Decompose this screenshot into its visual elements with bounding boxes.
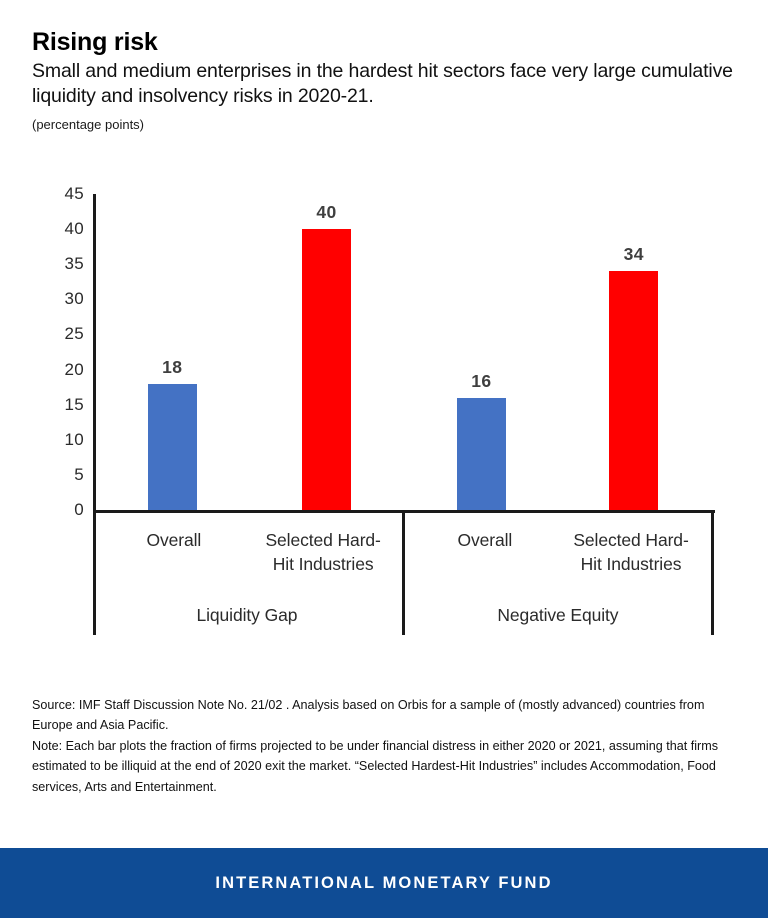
category-label-line2: Hit Industries: [272, 553, 374, 574]
group-separator-line: [402, 510, 405, 635]
category-label-line1: Overall: [457, 530, 513, 550]
group-label-1: Negative Equity: [497, 605, 619, 625]
bar: [609, 271, 659, 510]
y-axis-tick-20: 20: [64, 359, 84, 379]
y-axis-tick-labels: 45 40 35 30 25 20 15 10 5 0: [32, 172, 84, 642]
header: Rising risk Small and medium enterprises…: [32, 28, 736, 132]
category-labels-container: Overall Selected Hard- Hit Industries Overa…: [93, 515, 715, 635]
y-axis-tick-10: 10: [64, 429, 84, 449]
category-label-line1: Selected Hard-: [573, 530, 689, 550]
units-label: (percentage points): [32, 116, 145, 132]
category-label-line2: Hit Industries: [580, 553, 682, 574]
footer-organization-name: INTERNATIONAL MONETARY FUND: [215, 873, 553, 892]
y-axis-tick-5: 5: [74, 464, 84, 484]
y-axis-tick-40: 40: [64, 219, 84, 239]
bar-group-0: 18: [147, 194, 197, 510]
group-label-0: Liquidity Gap: [196, 605, 298, 625]
page-title: Rising risk: [32, 28, 158, 56]
source-note: Source: IMF Staff Discussion Note No. 21…: [32, 698, 705, 733]
footer-banner: INTERNATIONAL MONETARY FUND: [0, 848, 768, 918]
bar-value-label: 40: [316, 202, 337, 223]
y-axis-tick-35: 35: [64, 254, 84, 274]
notes-block: Source: IMF Staff Discussion Note No. 21…: [32, 695, 738, 797]
y-axis-tick-0: 0: [74, 500, 84, 519]
bar: [301, 229, 352, 510]
bar-group-2: 16: [456, 194, 506, 510]
page-subtitle: Small and medium enterprises in the hard…: [32, 60, 733, 108]
category-label-3: Selected Hard- Hit Industries: [538, 529, 725, 576]
y-axis-tick-25: 25: [64, 324, 84, 344]
bar: [456, 397, 506, 510]
bar-value-label: 16: [471, 370, 492, 391]
bar: [147, 383, 197, 510]
y-axis-tick-15: 15: [64, 394, 84, 414]
category-label-2: Overall: [392, 529, 579, 553]
footnote-note: Note: Each bar plots the fraction of fir…: [32, 738, 719, 794]
bar-value-label: 18: [162, 356, 183, 377]
bar-chart: 45 40 35 30 25 20 15 10 5 0 18 40 16 34 Overall Selec…: [0, 172, 768, 642]
y-axis-tick-30: 30: [64, 289, 84, 309]
category-label-line1: Overall: [146, 530, 202, 550]
category-label-1: Selected Hard- Hit Industries: [230, 529, 417, 576]
category-label-line1: Selected Hard-: [265, 530, 381, 550]
bar-group-1: 40: [301, 194, 352, 510]
category-label-0: Overall: [81, 529, 268, 553]
bar-value-label: 34: [623, 244, 645, 265]
y-axis-tick-45: 45: [64, 184, 84, 203]
y-axis-line: [93, 194, 96, 635]
chart-right-border-line: [711, 510, 714, 635]
bars-container: 18 40 16 34: [93, 194, 715, 510]
bar-group-3: 34: [609, 194, 659, 510]
